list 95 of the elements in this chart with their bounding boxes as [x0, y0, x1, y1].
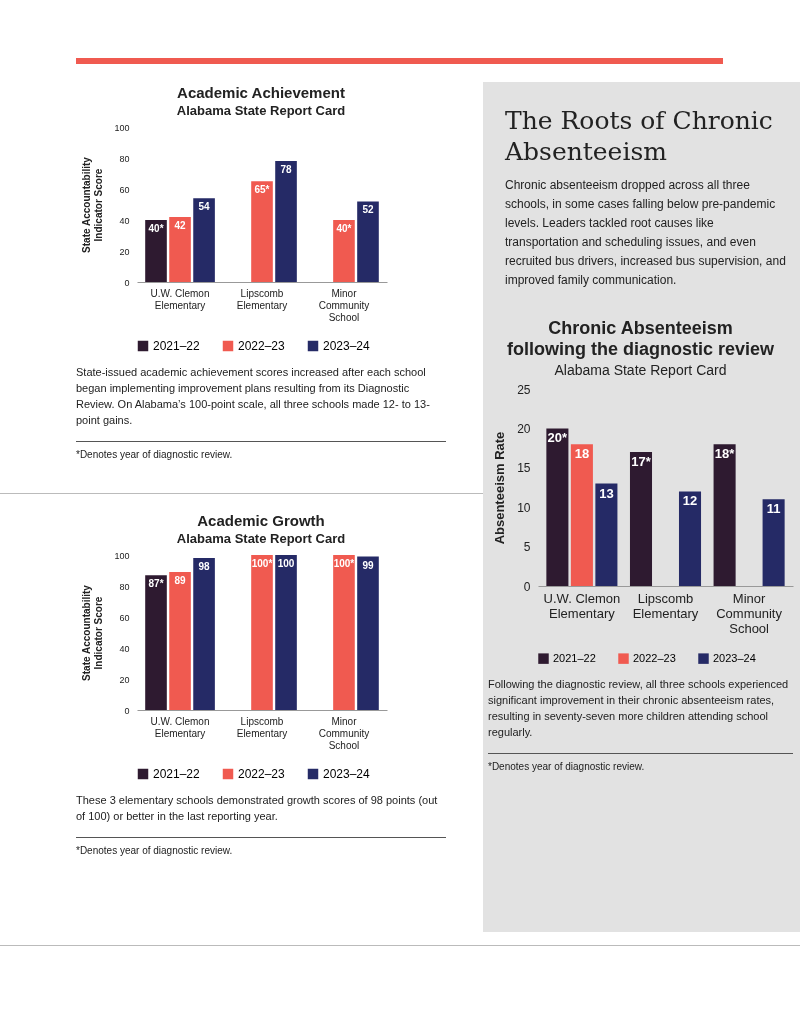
bar: [333, 220, 355, 282]
y-tick-label: 100: [114, 550, 130, 561]
y-tick-label: 10: [517, 500, 531, 515]
x-tick-label: Minor Community School: [716, 590, 783, 636]
data-label: 65*: [254, 184, 270, 196]
data-label: 98: [198, 561, 211, 573]
bar: [251, 555, 273, 710]
x-tick-label: Lipscomb Elementary: [236, 287, 288, 311]
bar: [762, 499, 785, 586]
data-label: 87*: [148, 578, 164, 590]
y-tick-label: 20: [119, 246, 130, 257]
text: The Roots of Chronic Absenteeism: [505, 105, 774, 168]
bar: [570, 444, 593, 586]
y-axis-title: Absenteeism Rate: [492, 431, 508, 545]
chart-subtitle: Alabama State Report Card: [175, 103, 347, 118]
y-tick-label: 25: [517, 382, 531, 397]
data-label: 13: [599, 485, 614, 501]
bar: [145, 220, 167, 282]
y-axis-title: State Accountability Indicator Score: [81, 156, 105, 253]
data-label: 40*: [148, 223, 164, 234]
y-tick-label: 15: [517, 461, 531, 476]
y-tick-label: 0: [124, 705, 130, 716]
bar: [713, 444, 736, 586]
data-label: 100*: [333, 558, 355, 569]
legend-label: 2023–24: [323, 339, 371, 353]
legend-label: 2022–23: [633, 651, 676, 664]
legend-label: 2023–24: [713, 651, 756, 664]
text: *Denotes year of diagnostic review.: [488, 752, 793, 775]
text: State-issued academic achievement scores increased after each school began implementing improvement plans resulting from its Diagnostic Review. On Alabama’s 100-point scale, all three schools made 12- to 13-point gains.: [76, 365, 431, 428]
y-tick-label: 60: [119, 184, 130, 195]
x-tick-label: Lipscomb Elementary: [632, 590, 699, 621]
bar: [193, 558, 215, 710]
bar: [629, 452, 653, 586]
bar: [169, 216, 191, 282]
bar: [251, 181, 273, 282]
x-tick-label: Minor Community School: [318, 715, 370, 751]
y-tick-label: 100: [114, 122, 130, 133]
legend-label: 2021–22: [153, 767, 201, 781]
y-tick-label: 0: [124, 277, 130, 288]
chart-subtitle: Alabama State Report Card: [175, 531, 347, 546]
data-label: 18*: [714, 446, 736, 462]
bar: [169, 572, 191, 710]
bar: [145, 575, 167, 710]
x-tick-label: U.W. Clemon Elementary: [543, 590, 621, 621]
x-tick-label: Lipscomb Elementary: [236, 715, 288, 739]
y-tick-label: 20: [517, 421, 531, 436]
bar: [275, 555, 297, 710]
data-label: 100: [277, 558, 295, 569]
bar: [193, 198, 215, 282]
text: Following the diagnostic review, all three schools experienced significant improvement in their chronic absenteeism rates, resulting in seventy-seven more children attending school regularly.: [488, 677, 790, 740]
chart-title: Academic Achievement: [176, 84, 346, 101]
text: *Denotes year of diagnostic review.: [76, 440, 446, 463]
data-label: 78: [280, 164, 293, 176]
legend-label: 2023–24: [323, 767, 371, 781]
bar: [357, 201, 379, 282]
text: *Denotes year of diagnostic review.: [76, 836, 446, 859]
bar: [546, 428, 569, 586]
data-label: 99: [362, 559, 374, 571]
data-label: 17*: [631, 454, 652, 470]
data-label: 42: [174, 219, 187, 231]
data-label: 12: [682, 493, 698, 509]
data-label: 89: [174, 575, 187, 587]
y-tick-label: 20: [119, 674, 130, 685]
chart-subtitle: Alabama State Report Card: [553, 362, 728, 378]
y-tick-label: 60: [119, 612, 130, 623]
chart-title: Chronic Absenteeism following the diagnostic review: [506, 318, 775, 360]
data-label: 54: [198, 201, 211, 213]
y-axis-title: State Accountability Indicator Score: [81, 584, 105, 681]
y-tick-label: 40: [119, 215, 130, 226]
y-tick-label: 0: [523, 579, 531, 594]
bar: [357, 556, 379, 710]
data-label: 40*: [336, 223, 352, 234]
x-tick-label: U.W. Clemon Elementary: [150, 715, 210, 739]
legend-label: 2021–22: [153, 339, 201, 353]
y-tick-label: 40: [119, 643, 130, 654]
bar: [275, 161, 297, 282]
bar: [678, 491, 702, 586]
data-label: 20*: [547, 430, 569, 446]
data-label: 11: [766, 501, 781, 517]
chart-title: Academic Growth: [196, 512, 326, 529]
legend-label: 2021–22: [553, 651, 596, 664]
y-tick-label: 5: [523, 540, 531, 555]
bar: [595, 483, 618, 586]
y-tick-label: 80: [119, 153, 130, 164]
y-tick-label: 80: [119, 581, 130, 592]
data-label: 100*: [251, 558, 273, 569]
bar: [333, 555, 355, 710]
text: These 3 elementary schools demonstrated growth scores of 98 points (out of 100) or better in the last reporting year.: [76, 793, 439, 824]
legend-label: 2022–23: [238, 339, 286, 353]
text: Chronic absenteeism dropped across all three schools, in some cases falling below pre-pandemic levels. Leaders tackled root causes like transportation and scheduling issues, and even recruited bus drivers, increased bus supervision, and improved family communication.: [505, 176, 787, 290]
x-tick-label: U.W. Clemon Elementary: [150, 287, 210, 311]
data-label: 18: [574, 446, 590, 462]
data-label: 52: [362, 204, 374, 216]
x-tick-label: Minor Community School: [318, 287, 370, 323]
legend-label: 2022–23: [238, 767, 286, 781]
